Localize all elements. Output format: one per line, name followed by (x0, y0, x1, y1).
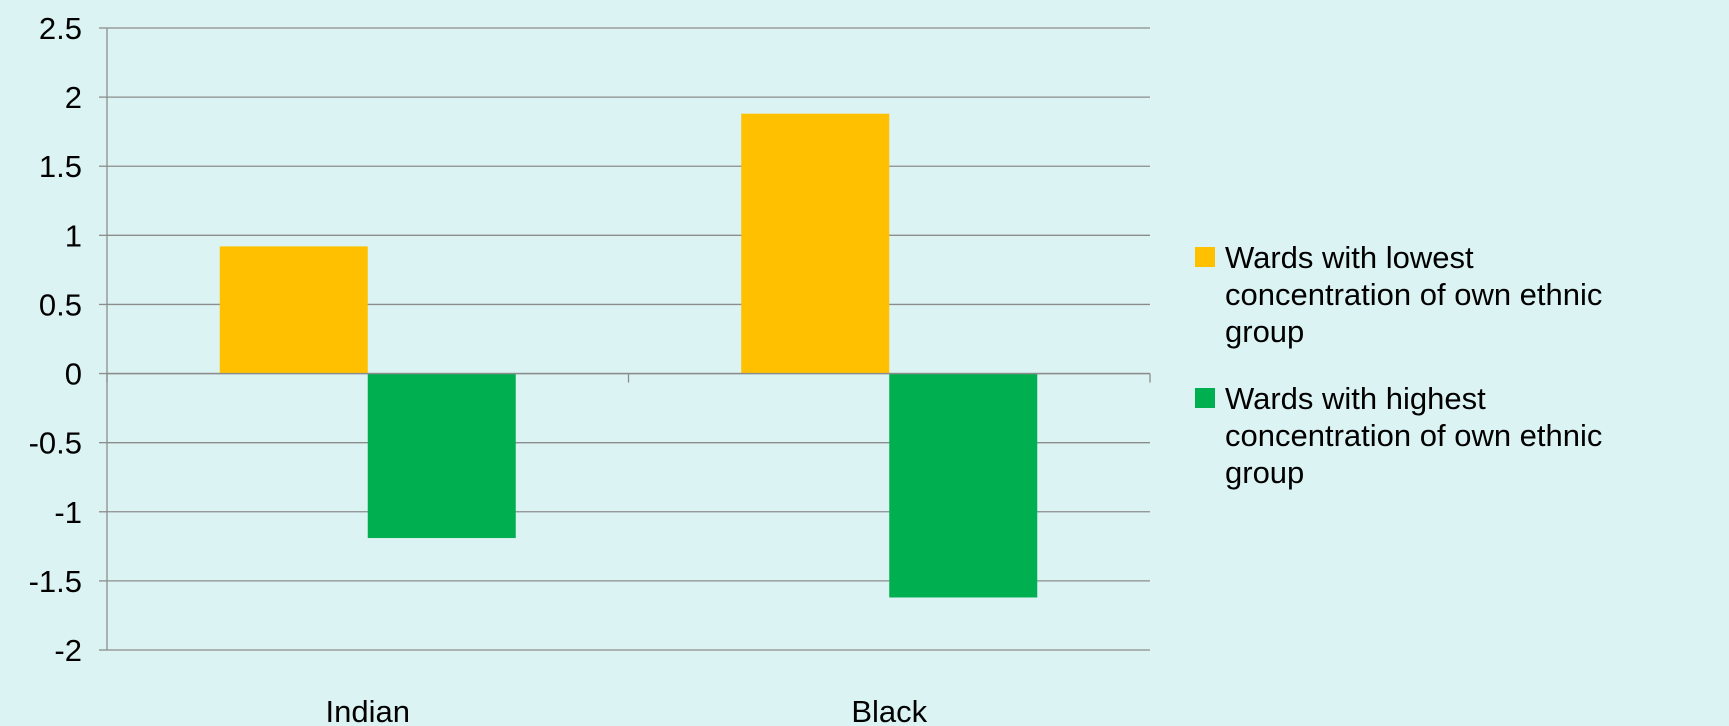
legend-swatch-2 (1195, 388, 1215, 408)
x-category-labels: Indian Black (326, 694, 928, 726)
bar-indian-series-1 (219, 246, 368, 374)
y-tick-label: 2 (65, 80, 82, 115)
y-tick-label: 1 (65, 218, 82, 253)
axes (99, 27, 1151, 651)
y-tick-label: 0 (65, 357, 82, 392)
bar-black-series-2 (889, 373, 1038, 598)
y-tick-label: -1 (54, 495, 82, 530)
legend-label-1-line-3: group (1225, 314, 1304, 349)
x-category-label: Indian (326, 694, 410, 726)
y-tick-label: 1.5 (39, 149, 82, 184)
y-tick-label: 2.5 (39, 11, 82, 46)
legend-label-1-line-1: Wards with lowest (1225, 240, 1474, 275)
y-tick-label: -1.5 (29, 564, 82, 599)
legend-label-1-line-2: concentration of own ethnic (1225, 277, 1602, 312)
y-tick-label: 0.5 (39, 287, 82, 322)
legend-label-2-line-2: concentration of own ethnic (1225, 418, 1602, 453)
bars (219, 113, 1038, 598)
legend-label-2-line-3: group (1225, 455, 1304, 490)
legend-label-2-line-1: Wards with highest (1225, 381, 1486, 416)
x-category-label: Black (851, 694, 927, 726)
y-tick-labels: -2 -1.5 -1 -0.5 0 0.5 1 1.5 2 2.5 (29, 11, 82, 668)
legend-swatch-1 (1195, 247, 1215, 267)
bar-indian-series-2 (367, 373, 516, 539)
bar-black-series-1 (741, 113, 890, 374)
y-tick-label: -0.5 (29, 426, 82, 461)
y-tick-label: -2 (54, 633, 82, 668)
